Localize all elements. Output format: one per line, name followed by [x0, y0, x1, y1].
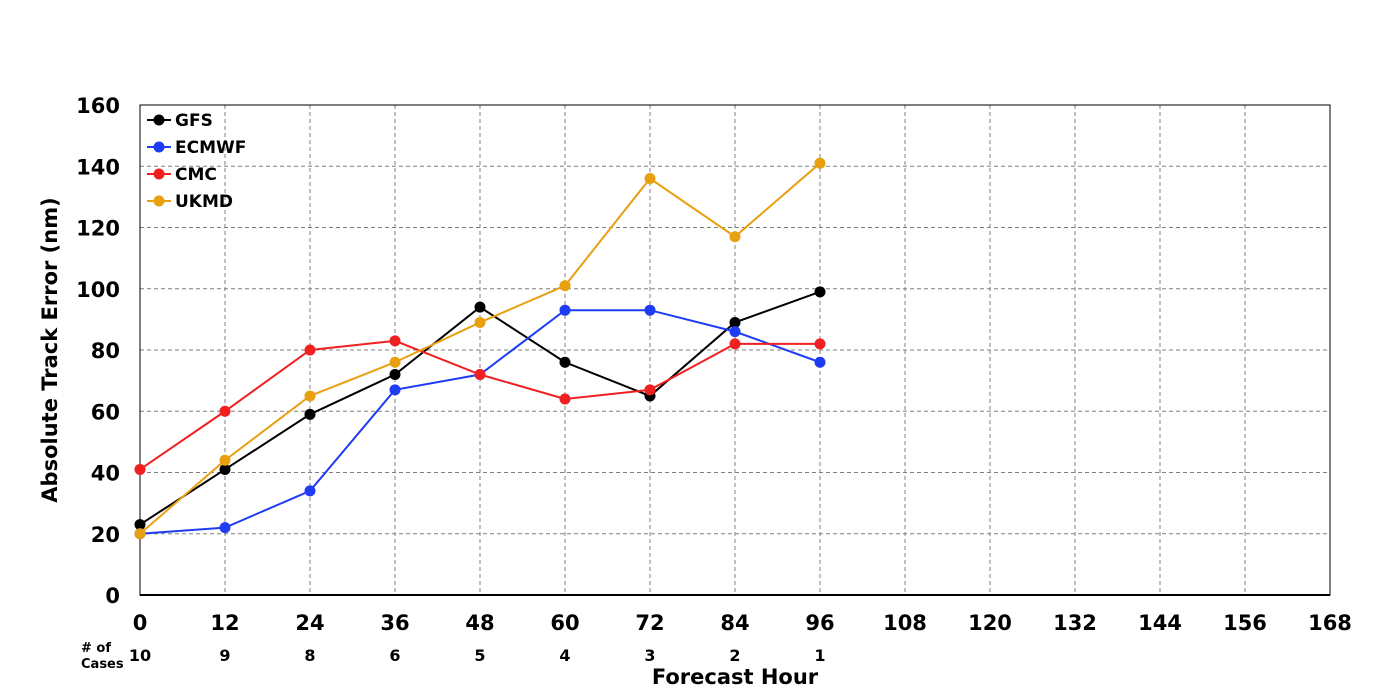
x-tick-label: 60	[550, 611, 579, 635]
series-cmc	[134, 335, 826, 475]
data-point	[559, 280, 571, 292]
data-point	[134, 463, 146, 475]
data-point	[134, 519, 146, 531]
case-counts: 10 9 8 6 5 4 3 2 1	[129, 646, 826, 665]
case-count: 1	[814, 646, 825, 665]
y-tick-label: 60	[91, 400, 120, 424]
legend-item-cmc: CMC	[147, 165, 217, 185]
x-tick-label: 156	[1223, 611, 1267, 635]
cases-label-line2: Cases	[81, 657, 124, 672]
data-point	[474, 316, 486, 328]
data-point	[389, 335, 401, 347]
data-point	[814, 338, 826, 350]
y-tick-label: 160	[76, 94, 120, 118]
data-point	[729, 338, 741, 350]
data-point	[729, 316, 741, 328]
legend-item-ukmd: UKMD	[147, 192, 233, 212]
data-point	[389, 384, 401, 396]
case-count: 5	[474, 646, 485, 665]
data-point	[219, 522, 231, 534]
x-tick-label: 48	[465, 611, 494, 635]
data-point	[814, 157, 826, 169]
cases-label-line1: # of	[81, 641, 111, 656]
data-point	[559, 356, 571, 368]
case-count: 8	[304, 646, 315, 665]
data-point	[219, 463, 231, 475]
data-point	[644, 304, 656, 316]
data-point	[304, 485, 316, 497]
data-point	[304, 408, 316, 420]
y-tick-label: 0	[105, 584, 120, 608]
case-count: 3	[644, 646, 655, 665]
data-point	[644, 173, 656, 184]
x-tick-label: 96	[805, 611, 834, 635]
data-point	[219, 454, 231, 466]
y-tick-label: 80	[91, 339, 120, 363]
data-point	[389, 369, 401, 380]
legend-label: CMC	[175, 165, 217, 185]
legend-label: UKMD	[175, 192, 233, 212]
data-point	[559, 393, 571, 405]
data-point	[729, 231, 741, 243]
x-tick-label: 144	[1138, 611, 1182, 635]
legend-item-gfs: GFS	[147, 111, 213, 131]
x-tick-label: 132	[1053, 611, 1097, 635]
legend-marker	[153, 141, 165, 153]
x-tick-label: 72	[635, 611, 664, 635]
data-point	[134, 528, 146, 540]
legend-marker	[153, 195, 165, 207]
legend: GFS ECMWF CMC UKMD	[147, 111, 246, 212]
data-point	[304, 344, 316, 356]
grid-lines	[140, 105, 1330, 595]
y-tick-label: 20	[91, 523, 120, 547]
case-count: 9	[219, 646, 230, 665]
legend-marker	[153, 114, 165, 126]
data-point	[814, 356, 826, 368]
data-point	[814, 286, 826, 298]
y-axis-label: Absolute Track Error (nm)	[38, 197, 62, 502]
y-tick-label: 40	[91, 462, 120, 486]
case-count: 10	[129, 646, 151, 665]
data-point	[729, 326, 741, 338]
x-tick-labels: 0 12 24 36 48 60 72 84 96 108 120 132 144 156 168	[133, 611, 1352, 635]
y-tick-label: 140	[76, 155, 120, 179]
x-tick-label: 36	[380, 611, 409, 635]
case-count: 4	[559, 646, 570, 665]
x-tick-label: 120	[968, 611, 1012, 635]
data-point	[474, 301, 486, 313]
y-tick-labels: 0 20 40 60 80 100 120 140 160	[76, 94, 120, 608]
x-tick-label: 24	[295, 611, 324, 635]
data-point	[219, 405, 231, 417]
x-tick-label: 84	[720, 611, 749, 635]
x-tick-label: 12	[210, 611, 239, 635]
legend-item-ecmwf: ECMWF	[147, 138, 246, 158]
x-tick-label: 168	[1308, 611, 1352, 635]
series-gfs	[134, 286, 826, 531]
legend-marker	[153, 168, 165, 180]
legend-label: ECMWF	[175, 138, 246, 158]
data-point	[559, 304, 571, 316]
case-count: 6	[389, 646, 400, 665]
x-tick-label: 0	[133, 611, 148, 635]
series-ukmd	[134, 157, 826, 540]
y-tick-label: 100	[76, 278, 120, 302]
series-lines	[134, 157, 826, 540]
legend-label: GFS	[175, 111, 213, 131]
y-tick-label: 120	[76, 217, 120, 241]
data-point	[644, 384, 656, 396]
data-point	[304, 390, 316, 402]
x-axis-label: Forecast Hour	[652, 665, 819, 689]
data-point	[389, 356, 401, 368]
x-tick-label: 108	[883, 611, 927, 635]
case-count: 2	[729, 646, 740, 665]
data-point	[474, 369, 486, 380]
